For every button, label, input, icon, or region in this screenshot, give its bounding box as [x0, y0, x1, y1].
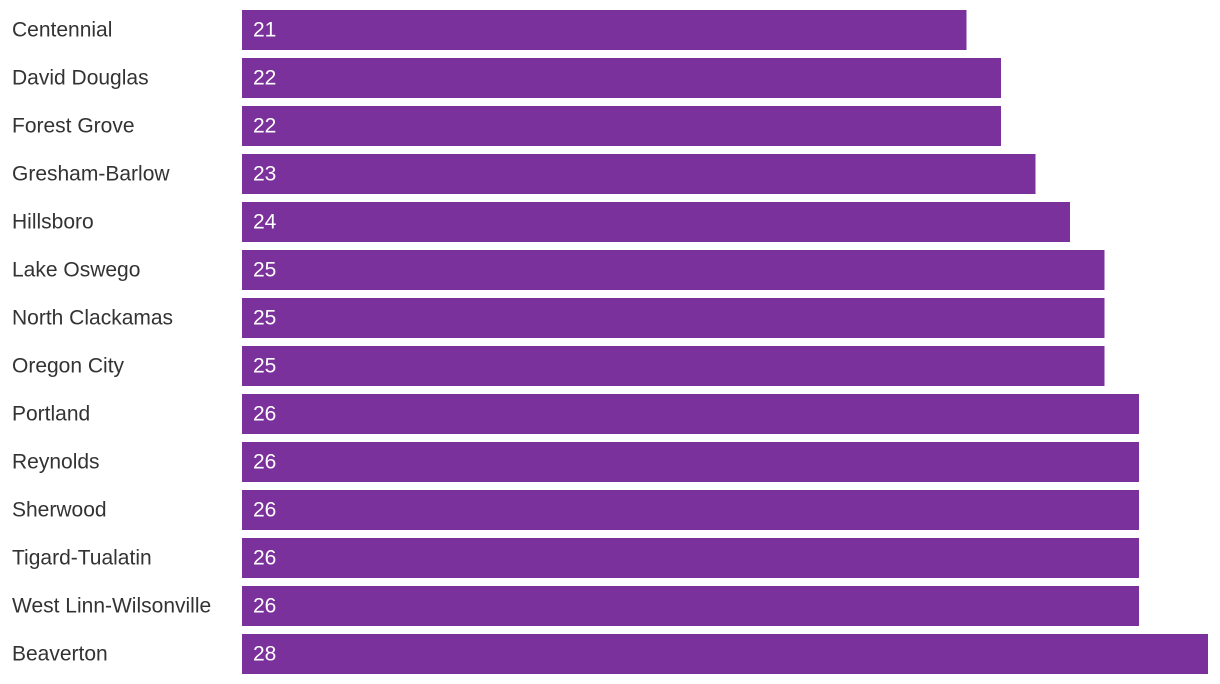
category-label: Centennial: [12, 19, 112, 42]
bar: [242, 10, 967, 50]
category-label: Lake Oswego: [12, 259, 140, 282]
category-label: David Douglas: [12, 67, 149, 90]
bar: [242, 250, 1105, 290]
category-label: Beaverton: [12, 643, 108, 666]
bar: [242, 394, 1139, 434]
bar: [242, 346, 1105, 386]
category-label: Oregon City: [12, 355, 125, 378]
value-label: 22: [253, 67, 276, 90]
value-label: 26: [253, 499, 276, 522]
bar: [242, 442, 1139, 482]
bar: [242, 538, 1139, 578]
category-label: Hillsboro: [12, 211, 94, 234]
bar: [242, 202, 1070, 242]
value-label: 26: [253, 595, 276, 618]
value-label: 25: [253, 307, 276, 330]
bar: [242, 586, 1139, 626]
value-label: 25: [253, 355, 276, 378]
category-label: Gresham-Barlow: [12, 163, 170, 186]
bar: [242, 634, 1208, 674]
bar: [242, 490, 1139, 530]
value-label: 21: [253, 19, 276, 42]
value-label: 26: [253, 451, 276, 474]
value-label: 22: [253, 115, 276, 138]
category-label: Sherwood: [12, 499, 107, 522]
bar: [242, 154, 1036, 194]
value-label: 24: [253, 211, 277, 234]
category-label: Tigard-Tualatin: [12, 547, 152, 570]
bar: [242, 58, 1001, 98]
bar: [242, 298, 1105, 338]
category-label: Forest Grove: [12, 115, 135, 138]
category-label: North Clackamas: [12, 307, 173, 330]
bar: [242, 106, 1001, 146]
category-label: Portland: [12, 403, 90, 426]
value-label: 26: [253, 547, 276, 570]
value-label: 23: [253, 163, 276, 186]
value-label: 25: [253, 259, 276, 282]
category-label: Reynolds: [12, 451, 100, 474]
category-label: West Linn-Wilsonville: [12, 595, 211, 618]
value-label: 28: [253, 643, 276, 666]
value-label: 26: [253, 403, 276, 426]
